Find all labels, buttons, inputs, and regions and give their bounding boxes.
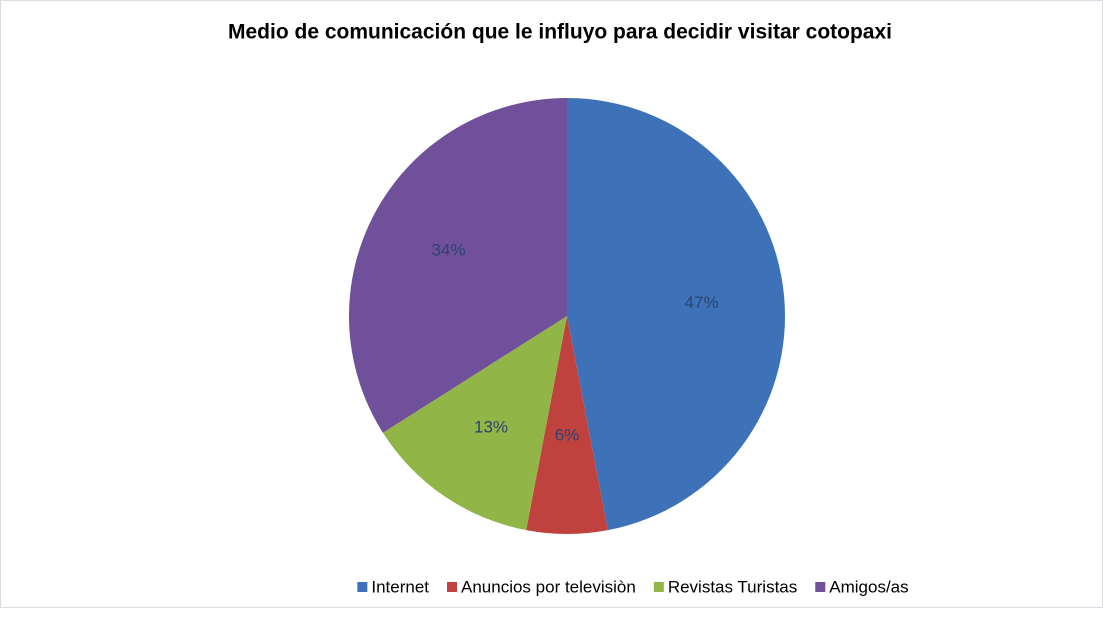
legend-label: Anuncios por televisiòn: [461, 577, 636, 596]
data-label: 6%: [555, 425, 580, 444]
legend-swatch: [357, 582, 368, 592]
pie-slice: [567, 98, 785, 531]
chart-title: Medio de comunicación que le influyo par…: [228, 21, 892, 44]
legend-swatch: [447, 582, 458, 592]
data-label: 13%: [474, 417, 508, 436]
data-label: 34%: [432, 240, 466, 259]
legend-swatch: [653, 582, 664, 592]
data-label: 47%: [685, 293, 719, 312]
pie-slice: [526, 316, 608, 535]
legend-label: Amigos/as: [829, 577, 908, 596]
legend-label: Revistas Turistas: [668, 577, 797, 596]
legend-swatch: [815, 582, 826, 592]
pie-slice: [348, 98, 567, 433]
legend-label: Internet: [371, 577, 429, 596]
pie-slice: [382, 316, 567, 531]
